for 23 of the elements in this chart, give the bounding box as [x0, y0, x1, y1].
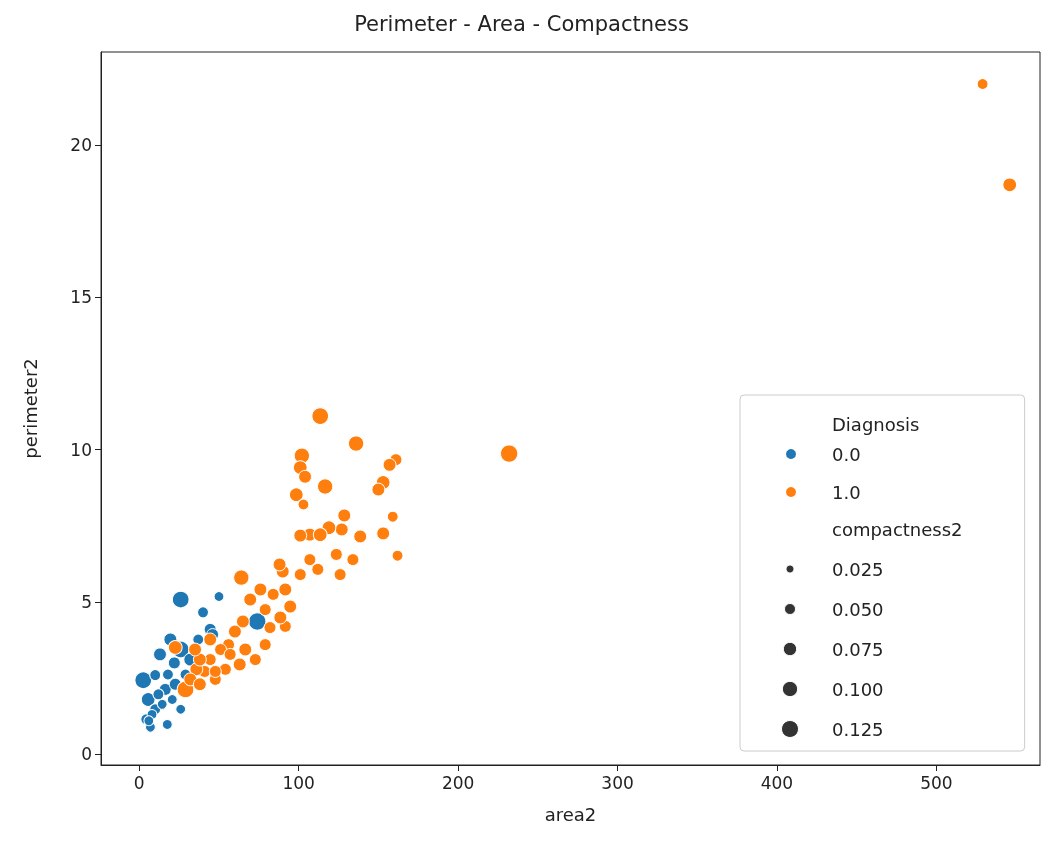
legend-label: 0.025 [832, 558, 884, 580]
legend-label: 1.0 [832, 481, 861, 503]
x-tick-label: 0 [133, 772, 145, 793]
legend-label: 0.0 [832, 443, 861, 465]
legend-label: 0.050 [832, 598, 884, 620]
legend-label: 0.100 [832, 678, 884, 700]
x-tick-label: 500 [920, 772, 953, 793]
legend-label: 0.125 [832, 718, 884, 740]
legend-title: Diagnosis [832, 413, 920, 435]
y-tick-label: 15 [70, 287, 92, 308]
y-tick-label: 20 [70, 134, 92, 155]
x-tick-label: 300 [601, 772, 634, 793]
y-axis-title: perimeter2 [19, 358, 41, 459]
y-tick-label: 10 [70, 439, 92, 460]
x-tick-label: 200 [441, 772, 475, 793]
chart-title: Perimeter - Area - Compactness [354, 11, 689, 36]
x-tick-label: 100 [282, 772, 315, 793]
x-axis-title: area2 [544, 803, 597, 825]
legend-label: 0.075 [832, 638, 884, 660]
x-tick-label: 400 [760, 772, 794, 793]
y-tick-label: 5 [81, 591, 92, 612]
y-tick-label: 0 [81, 744, 92, 765]
annotation: compactness2 [832, 518, 963, 540]
